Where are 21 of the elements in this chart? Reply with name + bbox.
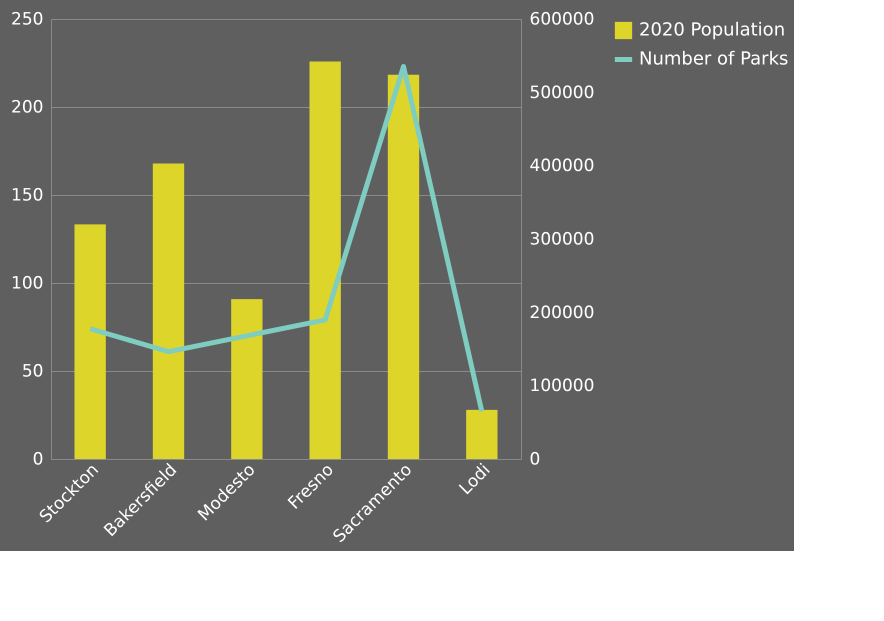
legend-label: 2020 Population <box>639 20 786 40</box>
legend-label: Number of Parks <box>639 48 788 70</box>
y2-tick-label: 0 <box>530 450 540 470</box>
y-tick-label: 200 <box>11 98 44 118</box>
bar <box>310 62 341 459</box>
y2-tick-label: 300000 <box>530 230 594 250</box>
y-tick-label: 0 <box>32 450 44 470</box>
y-tick-label: 250 <box>11 10 44 30</box>
y-tick-label: 100 <box>11 274 44 294</box>
y2-tick-label: 100000 <box>530 376 594 396</box>
y2-tick-label: 600000 <box>530 10 594 30</box>
bar <box>231 299 262 459</box>
bar <box>74 224 106 459</box>
y2-tick-label: 500000 <box>530 82 594 103</box>
y-tick-label: 150 <box>11 186 44 206</box>
bar <box>466 410 498 459</box>
y2-tick-label: 400000 <box>530 156 594 176</box>
y2-tick-label: 200000 <box>530 302 594 323</box>
bar <box>388 74 420 459</box>
bar <box>152 163 184 459</box>
y-tick-label: 50 <box>22 362 44 382</box>
